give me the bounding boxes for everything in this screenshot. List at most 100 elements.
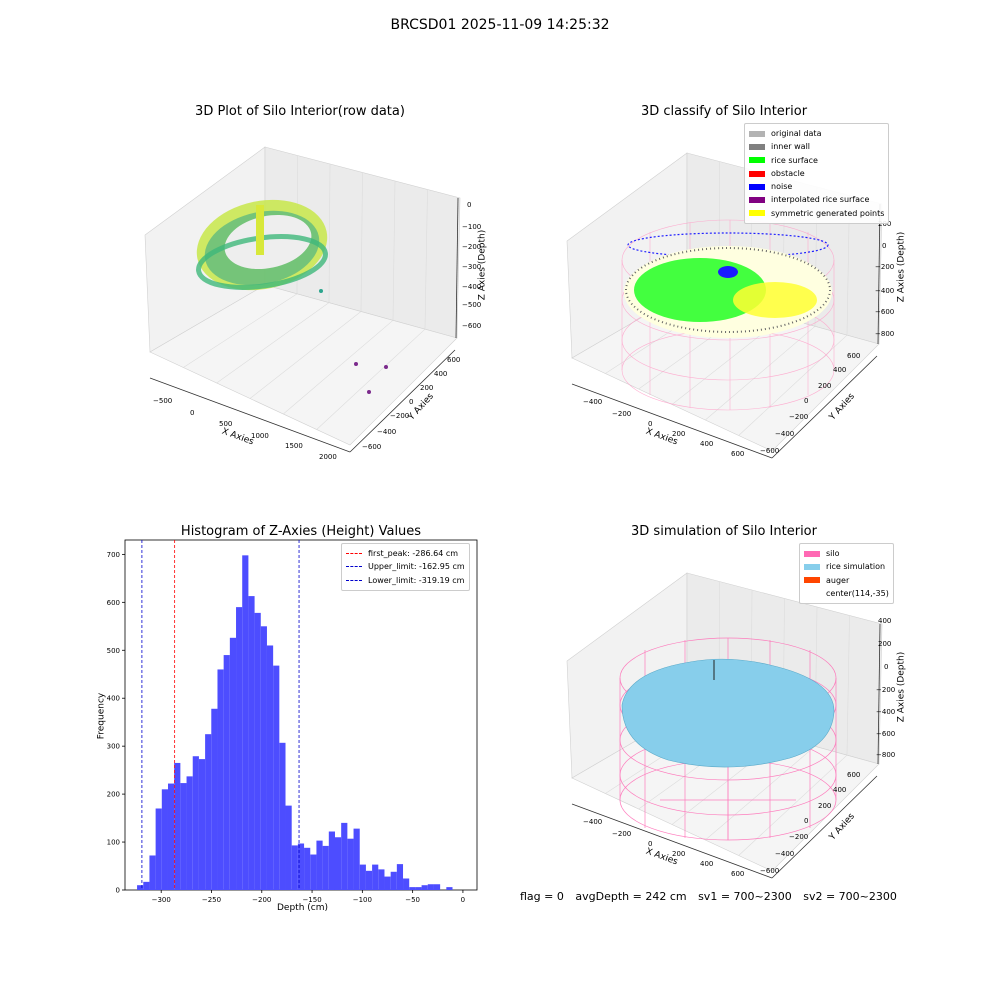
sim-ztick: −800	[876, 751, 896, 759]
legend-label: obstacle	[771, 168, 805, 178]
legend-item: first_peak: -286.64 cm	[346, 547, 465, 560]
grid-line	[183, 293, 298, 368]
panel-simulation-title: 3D simulation of Silo Interior	[631, 524, 817, 539]
x-axis-line	[571, 803, 773, 879]
classify-symmetric-generated	[733, 282, 817, 318]
cls-ztick: −600	[875, 308, 895, 316]
legend-swatch	[804, 591, 820, 597]
histogram-bar	[248, 596, 255, 890]
x-tick-label: −150	[302, 896, 321, 904]
sim-xtick: 0	[648, 840, 653, 848]
y-tick-label: 100	[107, 839, 120, 847]
x-tick-label: 0	[461, 896, 465, 904]
cls-ytick: −400	[775, 430, 795, 438]
raw-ytick: −600	[362, 443, 382, 451]
legend-item: noise	[749, 180, 884, 193]
y-tick-label: 300	[107, 743, 120, 751]
histogram-bar	[347, 838, 354, 890]
flag-text: flag = 0	[520, 890, 564, 903]
sim-ytick: −200	[789, 833, 809, 841]
raw-ztick: −300	[462, 263, 482, 271]
histogram-bar	[390, 871, 397, 890]
histogram-bar	[297, 843, 305, 890]
sim-ztick: 200	[878, 640, 892, 648]
cls-xtick: −200	[612, 410, 632, 418]
histogram-bar	[273, 665, 280, 890]
cls-ytick: 400	[833, 366, 847, 374]
histogram-bar	[372, 864, 379, 890]
legend-label: silo	[826, 549, 840, 558]
grid-line	[249, 311, 362, 399]
legend-swatch	[804, 563, 820, 570]
histogram-bar	[217, 669, 224, 890]
sim-ztick: 400	[878, 617, 892, 625]
histogram-bar	[242, 555, 249, 890]
histogram-bar	[155, 808, 162, 890]
sim-ytick: 200	[818, 802, 832, 810]
histogram-bar	[205, 734, 212, 890]
y-tick-label: 700	[107, 551, 120, 559]
legend-label: rice simulation	[826, 562, 886, 572]
sim-ztick: −200	[876, 686, 896, 694]
histogram-bar	[167, 783, 175, 890]
legend-label: center(114,-35)	[826, 588, 889, 598]
y-tick-label: 200	[107, 791, 120, 799]
grid-line	[846, 615, 850, 756]
raw-ytick: 0	[409, 398, 414, 406]
legend-label: symmetric generated points	[771, 208, 885, 218]
raw-xtick: 2000	[319, 453, 337, 461]
legend-swatch	[749, 197, 765, 204]
sim-xtick: −400	[583, 818, 603, 826]
raw-outlier-point	[384, 365, 388, 369]
sim-ytick: 0	[804, 817, 809, 825]
sim-xtick: 400	[700, 860, 714, 868]
raw-xtick: 500	[219, 420, 233, 428]
legend-item: inner wall	[749, 140, 884, 153]
histogram-bar	[316, 840, 323, 890]
histogram-bar	[328, 831, 335, 890]
histogram-bar	[341, 822, 348, 890]
histogram-bar	[446, 887, 453, 890]
cls-ytick: −200	[789, 413, 809, 421]
legend-item: Upper_limit: -162.95 cm	[346, 560, 465, 573]
histogram-bar	[285, 805, 292, 890]
grid-line	[392, 180, 396, 321]
x-axis-line	[149, 377, 351, 453]
histogram-bar	[409, 887, 416, 890]
grid-line	[316, 328, 426, 430]
legend-swatch	[804, 577, 820, 584]
sim-ytick: −600	[760, 867, 780, 875]
cls-xtick: 200	[672, 430, 686, 438]
figure-title: BRCSD01 2025-11-09 14:25:32	[390, 17, 610, 33]
legend-label: Upper_limit: -162.95 cm	[368, 562, 465, 572]
sv2-text: sv2 = 700~2300	[803, 890, 897, 903]
raw-xtick: 1000	[251, 432, 269, 440]
panel-raw-title: 3D Plot of Silo Interior(row data)	[195, 104, 405, 119]
panel-classify-title: 3D classify of Silo Interior	[640, 104, 808, 119]
status-footer: flag = 0 avgDepth = 242 cm sv1 = 700~230…	[520, 890, 905, 903]
x-axis-line	[571, 383, 773, 459]
legend-item: interpolated rice surface	[749, 193, 884, 206]
histogram-bar	[421, 885, 428, 890]
raw-xtick: −500	[153, 397, 173, 405]
legend-label: original data	[771, 129, 822, 138]
histogram-bar	[415, 887, 422, 890]
histogram-bar	[310, 854, 317, 890]
raw-ztick: −400	[462, 283, 482, 291]
histogram-bar	[186, 776, 193, 890]
legend-swatch	[749, 143, 765, 150]
raw-axes-box	[144, 146, 461, 453]
grid-line	[328, 163, 331, 303]
y-tick-label: 500	[107, 647, 120, 655]
classify-noise-ring	[627, 232, 829, 258]
histogram-bar	[180, 783, 187, 890]
z-axis-line	[877, 623, 881, 765]
histogram-bar	[236, 607, 243, 890]
legend-item: auger	[804, 574, 889, 587]
legend-swatch	[804, 550, 820, 557]
histogram-xlabel: Depth (cm)	[277, 903, 329, 913]
legend-item: symmetric generated points	[749, 207, 884, 220]
histogram-bar	[149, 855, 156, 890]
legend-label: first_peak: -286.64 cm	[368, 549, 459, 558]
